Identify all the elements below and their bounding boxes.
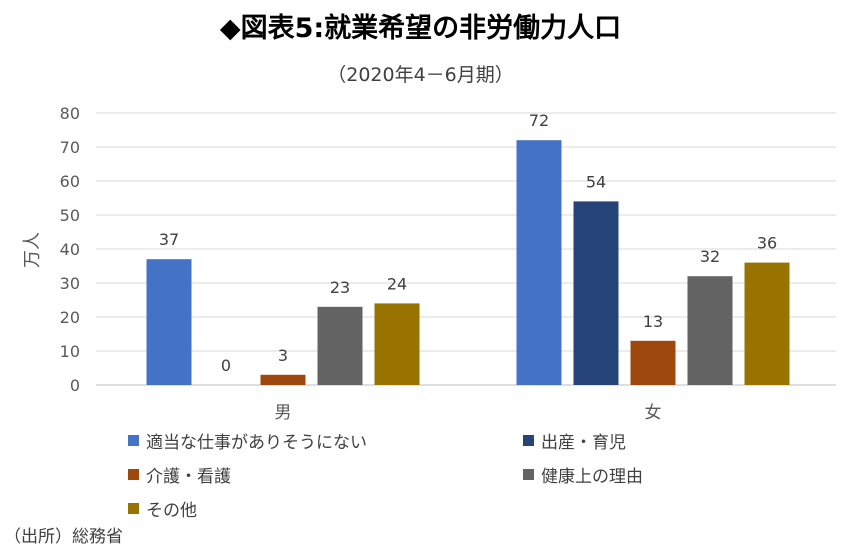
legend-label: その他 xyxy=(146,501,197,521)
data-label: 0 xyxy=(221,356,231,375)
legend-item: その他 xyxy=(128,496,197,521)
data-label: 72 xyxy=(529,111,549,130)
legend-swatch xyxy=(523,435,534,446)
legend-swatch xyxy=(128,503,139,514)
bar xyxy=(630,340,676,385)
y-tick-label: 80 xyxy=(60,104,80,123)
legend-label: 介護・看護 xyxy=(146,467,231,487)
legend-swatch xyxy=(523,469,534,480)
y-tick-label: 60 xyxy=(60,172,80,191)
legend-swatch xyxy=(128,469,139,480)
x-tick-labels: 男女 xyxy=(275,403,662,423)
y-tick-label: 0 xyxy=(70,376,80,395)
legend-label: 健康上の理由 xyxy=(541,467,643,487)
x-tick-label: 女 xyxy=(645,403,662,423)
data-label: 13 xyxy=(643,312,663,331)
chart-subtitle: （2020年4－6月期） xyxy=(327,64,514,86)
y-tick-label: 10 xyxy=(60,342,80,361)
y-tick-label: 40 xyxy=(60,240,80,259)
bar xyxy=(573,201,619,385)
legend-label: 出産・育児 xyxy=(541,433,626,453)
y-tick-label: 70 xyxy=(60,138,80,157)
bar xyxy=(744,262,790,385)
bars: 37 0 3 23 24 72 54 13 32 36 xyxy=(146,111,790,385)
data-label: 23 xyxy=(330,278,350,297)
y-axis-label: 万人 xyxy=(22,232,43,268)
data-label: 37 xyxy=(159,230,179,249)
legend-item: 適当な仕事がありそうにない xyxy=(128,428,367,453)
bar xyxy=(146,259,192,385)
data-label: 36 xyxy=(757,234,777,253)
legend-swatch xyxy=(128,435,139,446)
legend-label: 適当な仕事がありそうにない xyxy=(146,433,367,453)
legend-item: 健康上の理由 xyxy=(523,462,643,487)
bar xyxy=(374,303,420,385)
legend-item: 出産・育児 xyxy=(523,428,626,453)
data-label: 54 xyxy=(586,172,606,191)
y-tick-label: 30 xyxy=(60,274,80,293)
chart-title: ◆図表5:就業希望の非労働力人口 xyxy=(219,13,622,44)
data-label: 3 xyxy=(278,346,288,365)
y-tick-label: 20 xyxy=(60,308,80,327)
x-tick-label: 男 xyxy=(275,403,292,423)
bar xyxy=(687,276,733,385)
bar xyxy=(317,306,363,385)
data-label: 24 xyxy=(387,274,407,293)
y-tick-label: 50 xyxy=(60,206,80,225)
data-label: 32 xyxy=(700,247,720,266)
legend-item: 介護・看護 xyxy=(128,462,231,487)
source-note: （出所）総務省 xyxy=(4,527,123,547)
bar xyxy=(260,374,306,385)
bar xyxy=(516,140,562,385)
y-tick-labels: 0 10 20 30 40 50 60 70 80 xyxy=(60,104,80,395)
